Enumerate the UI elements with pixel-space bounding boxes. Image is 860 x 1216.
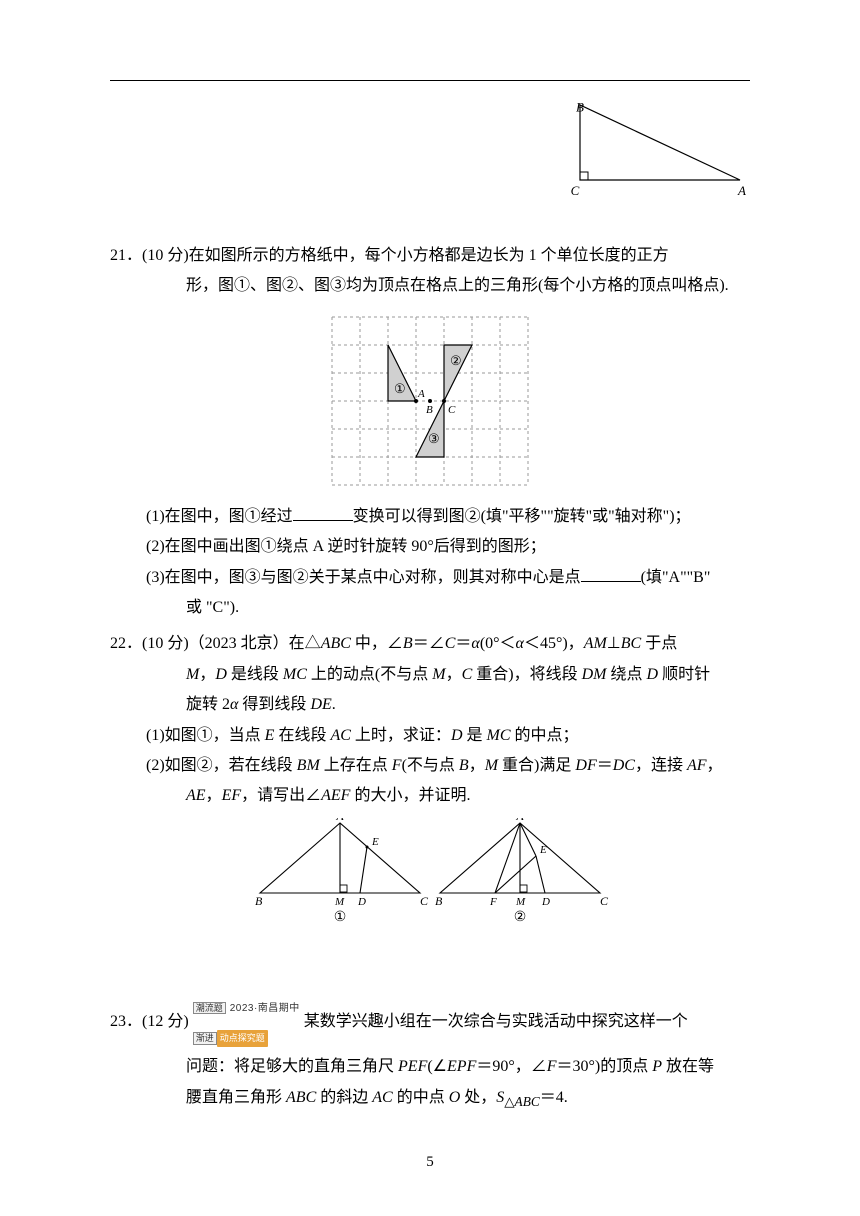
problem-21-sub2: (2)在图中画出图①绕点 A 逆时针旋转 90°后得到的图形； [146, 532, 750, 562]
svg-text:E: E [371, 836, 379, 848]
problem-21-head-line1: (10 分)在如图所示的方格纸中，每个小方格都是边长为 1 个单位长度的正方 [142, 247, 669, 264]
problem-21-sub1: (1)在图中，图①经过 变换可以得到图②(填"平移""旋转"或"轴对称")； [146, 502, 750, 532]
badge-prefix: 渐进 [193, 1032, 217, 1045]
problem-23: 23．(12 分) 潮流题 2023·南昌期中 渐进动点探究题 某数学兴趣小组在… [110, 992, 750, 1115]
svg-text:A: A [515, 818, 524, 823]
badge-top: 潮流题 [193, 1002, 226, 1015]
problem-22-head-l1: (10 分)（2023 北京）在△ABC 中，∠B＝∠C＝α(0°＜α＜45°)… [142, 635, 677, 652]
svg-text:②: ② [514, 910, 527, 925]
grid-C: C [448, 404, 456, 416]
svg-text:D: D [357, 896, 366, 908]
problem-number: 21． [110, 247, 142, 264]
svg-text:M: M [334, 896, 345, 908]
problem-number: 22． [110, 635, 142, 652]
grid-circ2: ② [450, 353, 462, 368]
triangle-bca-figure: B C A [560, 100, 750, 200]
svg-text:M: M [515, 896, 526, 908]
problem-22-head-l2: M，D 是线段 MC 上的动点(不与点 M，C 重合)，将线段 DM 绕点 D … [110, 660, 750, 690]
svg-text:B: B [255, 894, 263, 908]
sub1-pre: (1)在图中，图①经过 [146, 508, 293, 525]
svg-text:D: D [541, 896, 550, 908]
blank-1 [293, 505, 353, 521]
problem-21-sub3: (3)在图中，图③与图②关于某点中心对称，则其对称中心是点 (填"A""B" [146, 563, 750, 593]
p23-text-l2: 问题：将足够大的直角三角尺 PEF(∠EPF＝90°，∠F＝30°)的顶点 P … [110, 1052, 750, 1082]
blank-2 [581, 566, 641, 582]
svg-text:C: C [600, 894, 609, 908]
sub3-post: (填"A""B" [641, 569, 711, 586]
problem-21-head-line2: 形，图①、图②、图③均为顶点在格点上的三角形(每个小方格的顶点叫格点). [110, 271, 750, 301]
label-A: A [737, 183, 746, 198]
page-number: 5 [0, 1148, 860, 1177]
problem-22-sub2-l1: (2)如图②，若在线段 BM 上存在点 F(不与点 B，M 重合)满足 DF＝D… [146, 751, 750, 781]
p23-head: (12 分) [142, 1013, 189, 1030]
sub3-pre: (3)在图中，图③与图②关于某点中心对称，则其对称中心是点 [146, 569, 581, 586]
sub1-post: 变换可以得到图②(填"平移""旋转"或"轴对称")； [353, 508, 691, 525]
grid-figure: ① ② ③ A B C [325, 310, 535, 492]
grid-circ3: ③ [428, 431, 440, 446]
grid-circ1: ① [394, 381, 406, 396]
p23-text-l1: 某数学兴趣小组在一次综合与实践活动中探究这样一个 [304, 1013, 688, 1030]
svg-text:C: C [420, 894, 429, 908]
p23-text-l3: 腰直角三角形 ABC 的斜边 AC 的中点 O 处，S△ABC＝4. [110, 1083, 750, 1115]
label-C: C [571, 183, 580, 198]
badge-year: 2023·南昌期中 [230, 999, 300, 1018]
svg-text:A: A [335, 818, 344, 823]
badge-bot: 动点探究题 [217, 1030, 268, 1047]
grid-B: B [426, 404, 433, 416]
grid-A: A [417, 388, 425, 400]
problem-number: 23． [110, 1013, 142, 1030]
problem-badge: 潮流题 2023·南昌期中 渐进动点探究题 [193, 992, 300, 1053]
problem-21-sub3-cont: 或 "C"). [110, 593, 750, 623]
problem-22-head-l3: 旋转 2α 得到线段 DE. [110, 690, 750, 720]
svg-text:①: ① [334, 910, 347, 925]
problem-21: 21．(10 分)在如图所示的方格纸中，每个小方格都是边长为 1 个单位长度的正… [110, 241, 750, 623]
problem-22-sub1: (1)如图①，当点 E 在线段 AC 上时，求证：D 是 MC 的中点； [146, 721, 750, 751]
svg-text:B: B [435, 894, 443, 908]
problem-22: 22．(10 分)（2023 北京）在△ABC 中，∠B＝∠C＝α(0°＜α＜4… [110, 629, 750, 927]
problem-22-sub2-l2: AE，EF，请写出∠AEF 的大小，并证明. [110, 781, 750, 811]
label-B: B [576, 100, 584, 115]
p22-figures: A B C M D E ① A B C F M [250, 818, 610, 928]
svg-text:F: F [489, 896, 497, 908]
svg-text:E: E [539, 844, 547, 856]
